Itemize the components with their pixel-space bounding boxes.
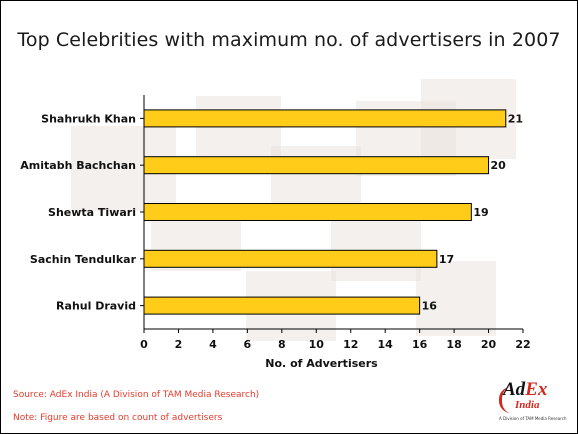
bar (143, 249, 438, 268)
logo-main: AdEx (503, 379, 547, 401)
x-ticks-group: 0 2 4 6 8 10 12 14 16 18 20 22 (140, 329, 531, 351)
x-tick-label: 0 (140, 338, 148, 351)
category-label: Rahul Dravid (56, 300, 136, 313)
category-label: Amitabh Bachchan (20, 159, 136, 172)
x-tick-label: 8 (278, 338, 286, 351)
data-label: 21 (508, 112, 523, 125)
bar (143, 203, 472, 221)
data-label: 16 (422, 300, 438, 313)
x-tick-label: 4 (209, 338, 217, 351)
chart-title: Top Celebrities with maximum no. of adve… (17, 29, 561, 51)
x-tick-label: 22 (515, 338, 530, 351)
logo-main-prefix: Ad (503, 379, 526, 400)
data-labels-group: 21 20 19 17 16 (422, 112, 523, 312)
logo-main-accent: Ex (525, 379, 548, 400)
bars-group (143, 109, 507, 315)
bar (143, 296, 421, 315)
source-text: Source: AdEx India (A Division of TAM Me… (13, 390, 260, 400)
x-tick-label: 6 (244, 338, 252, 351)
x-tick-label: 2 (175, 338, 183, 351)
logo-swoosh-icon (499, 387, 514, 413)
background-photo (331, 216, 421, 281)
x-tick-label: 20 (481, 338, 497, 351)
logo-tagline: A Division of TAM Media Research (499, 416, 567, 421)
bar (143, 156, 490, 175)
category-label: Sachin Tendulkar (30, 253, 137, 266)
background-photo (416, 261, 496, 336)
x-tick-label: 18 (446, 338, 461, 351)
x-tick-label: 12 (343, 338, 358, 351)
x-tick-label: 14 (378, 338, 394, 351)
x-tick-label: 16 (412, 338, 428, 351)
data-label: 20 (491, 159, 507, 172)
category-labels-group: Shahrukh Khan Amitabh Bachchan Shewta Tiwa… (20, 112, 144, 313)
adex-india-logo: AdEx India A Division of TAM Media Resea… (497, 379, 569, 427)
category-label: Shewta Tiwari (48, 206, 136, 219)
logo-sub: India (515, 399, 540, 411)
bar (143, 109, 507, 128)
note-text: Note: Figure are based on count of adver… (13, 413, 223, 423)
x-tick-label: 10 (309, 338, 325, 351)
x-axis-title: No. of Advertisers (265, 357, 378, 370)
category-label: Shahrukh Khan (41, 112, 136, 125)
data-label: 19 (473, 206, 488, 219)
data-label: 17 (439, 253, 454, 266)
